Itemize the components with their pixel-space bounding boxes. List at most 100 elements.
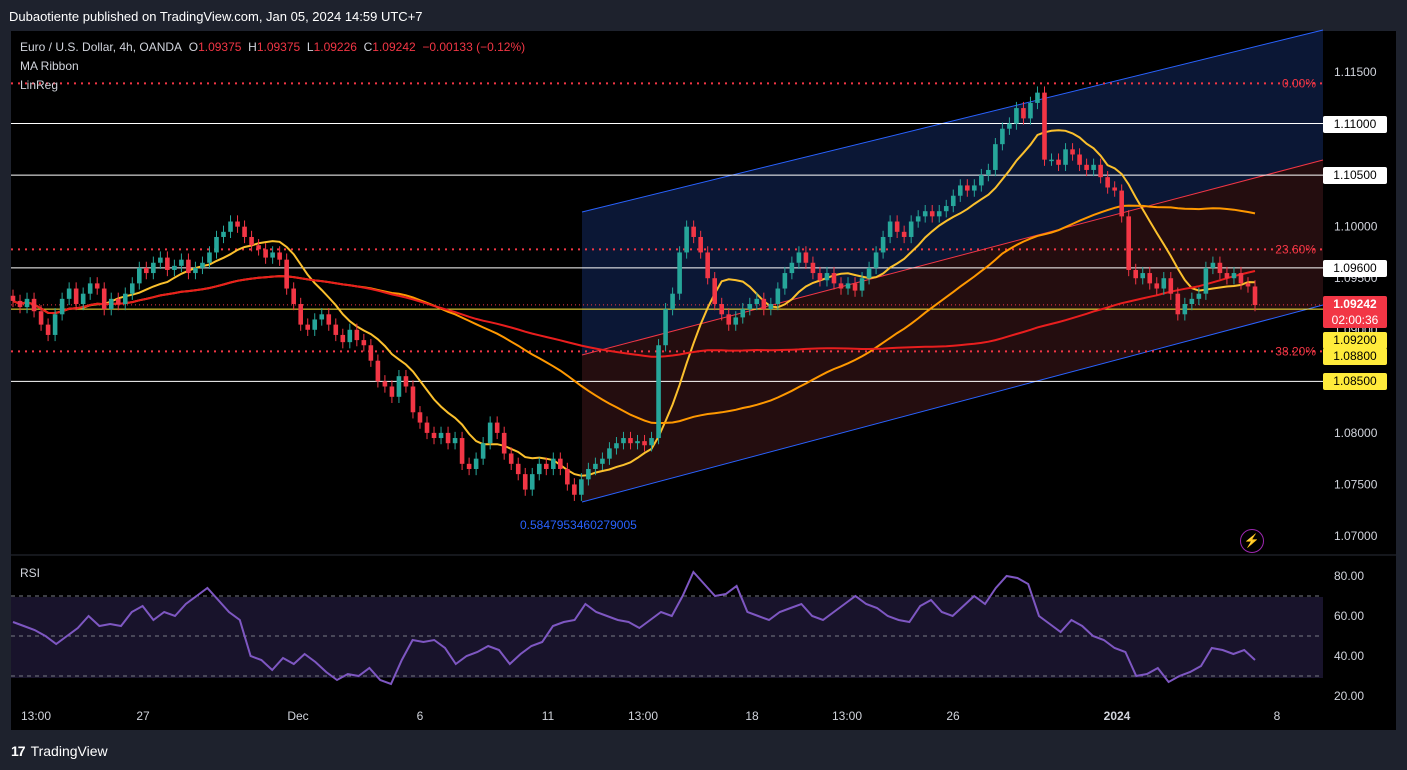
- price-tag[interactable]: 1.10500: [1323, 167, 1387, 185]
- candle-body: [775, 288, 781, 304]
- candle-body: [572, 484, 577, 495]
- legend-change: −0.00133 (−0.12%): [422, 40, 526, 54]
- candle-body: [986, 169, 991, 176]
- candle-body: [642, 441, 647, 446]
- time-axis-label: 6: [417, 709, 424, 723]
- candle-body: [1210, 262, 1216, 268]
- price-tag[interactable]: 1.11000: [1323, 115, 1387, 133]
- price-axis-label: 1.08000: [1334, 426, 1378, 440]
- candle-body: [45, 324, 51, 335]
- footer: 17 TradingView: [11, 740, 108, 762]
- legend-indicator-linreg[interactable]: LinReg: [20, 78, 59, 92]
- candle-body: [410, 386, 416, 413]
- candle-body: [1070, 149, 1075, 155]
- price-tag[interactable]: 1.09600: [1323, 259, 1387, 277]
- candle-body: [466, 463, 472, 469]
- candle-body: [382, 381, 388, 387]
- candle-body: [929, 211, 935, 217]
- legend-indicator-ma-ribbon[interactable]: MA Ribbon: [20, 59, 79, 73]
- candle-body: [122, 293, 128, 304]
- time-axis-label: Dec: [287, 709, 308, 723]
- candle-body: [1154, 283, 1160, 289]
- candle-body: [291, 288, 296, 304]
- rsi-label[interactable]: RSI: [20, 566, 41, 580]
- fib-level-label: 0.00%: [1282, 76, 1316, 90]
- candle-body: [186, 259, 191, 274]
- candle-body: [796, 252, 802, 263]
- candle-body: [915, 216, 921, 222]
- candle-body: [1112, 187, 1117, 191]
- legend-o-label: O: [188, 40, 199, 54]
- candle-body: [789, 262, 795, 274]
- candle-body: [543, 463, 549, 469]
- lightning-icon[interactable]: ⚡: [1240, 529, 1264, 553]
- candles: [10, 86, 1258, 501]
- candle-body: [87, 283, 93, 294]
- channel-upper-fill: [582, 30, 1323, 355]
- channel-lower-fill: [582, 160, 1323, 502]
- candle-body: [1133, 269, 1139, 279]
- candle-body: [165, 257, 170, 270]
- candle-body: [1147, 273, 1153, 284]
- price-axis-label: 1.10000: [1334, 220, 1378, 234]
- legend-high: 1.09375: [256, 40, 301, 54]
- time-axis-label: 2024: [1104, 709, 1131, 723]
- candle-body: [810, 262, 816, 274]
- candle-body: [172, 265, 177, 270]
- candle-body: [277, 252, 282, 260]
- legend-h-label: H: [248, 40, 257, 54]
- candle-body: [389, 386, 395, 397]
- candle-body: [859, 278, 865, 291]
- candle-body: [52, 314, 58, 335]
- rsi-axis-label: 40.00: [1334, 649, 1364, 663]
- candle-body: [193, 267, 198, 274]
- price-tag[interactable]: 1.08800: [1323, 348, 1387, 366]
- countdown-timer: 02:00:36: [1331, 312, 1379, 327]
- legend-symbol[interactable]: Euro / U.S. Dollar, 4h, OANDA: [20, 40, 183, 54]
- candle-body: [1035, 92, 1040, 103]
- candle-body: [1252, 286, 1258, 306]
- legend: Euro / U.S. Dollar, 4h, OANDA O 1.09375 H…: [20, 38, 525, 95]
- time-axis-label: 18: [745, 709, 759, 723]
- rsi-pane: 80.00 60.00 40.00 20.00: [11, 569, 1364, 703]
- channel-upper-line: [581, 29, 1324, 213]
- candle-body: [438, 432, 444, 439]
- candle-body: [1168, 278, 1174, 294]
- candle-body: [663, 309, 668, 346]
- tradingview-logo-icon[interactable]: 17: [11, 743, 26, 759]
- price-tag[interactable]: 1.09200: [1323, 332, 1387, 350]
- candle-body: [326, 314, 332, 325]
- candle-body: [494, 422, 500, 433]
- candle-body: [691, 226, 696, 237]
- candle-body: [256, 245, 261, 250]
- candle-body: [200, 262, 205, 268]
- candle-body: [31, 298, 37, 312]
- candle-body: [354, 329, 360, 341]
- candle-body: [38, 311, 44, 325]
- candle-body: [845, 283, 851, 289]
- candle-body: [515, 463, 521, 475]
- candle-body: [831, 273, 837, 284]
- candle-body: [214, 236, 219, 253]
- candle-body: [101, 288, 107, 310]
- candle-body: [452, 438, 458, 444]
- candle-body: [873, 252, 879, 268]
- candle-body: [656, 345, 661, 439]
- candle-body: [158, 257, 163, 263]
- candle-body: [993, 144, 998, 170]
- candle-body: [270, 252, 275, 258]
- candle-body: [747, 304, 753, 310]
- candle-body: [508, 453, 514, 464]
- candle-body: [80, 293, 86, 304]
- brand-name: TradingView: [30, 743, 108, 759]
- candle-body: [586, 468, 591, 480]
- fib-level-label: 38.20%: [1275, 344, 1316, 358]
- candle-body: [866, 267, 872, 279]
- price-tag[interactable]: 1.08500: [1323, 373, 1387, 391]
- time-axis-label: 26: [946, 709, 960, 723]
- ma-ribbon: [12, 129, 1256, 477]
- candle-body: [712, 278, 717, 304]
- price-tag[interactable]: 1.09242 02:00:36: [1323, 295, 1387, 328]
- candle-body: [129, 283, 135, 294]
